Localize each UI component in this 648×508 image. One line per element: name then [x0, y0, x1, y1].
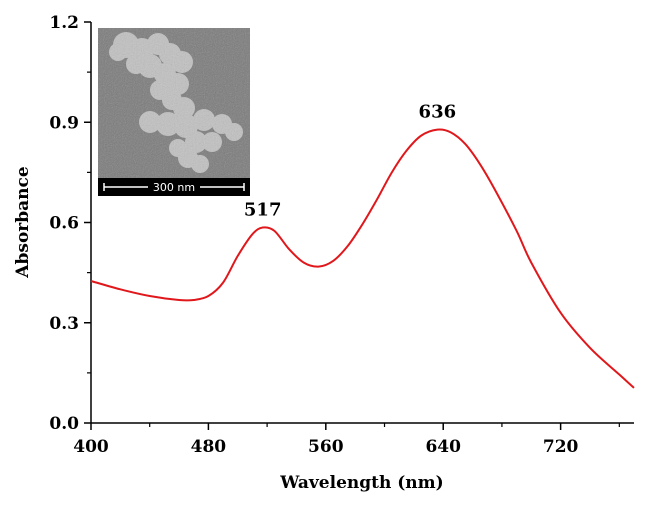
- y-axis-title: Absorbance: [13, 166, 33, 279]
- peak-label: 517: [244, 200, 282, 221]
- peak-annotations: 517 636: [244, 102, 456, 221]
- x-axis-ticks: [90, 423, 620, 430]
- peak-label: 636: [419, 102, 457, 123]
- absorbance-line: [90, 128, 635, 389]
- x-tick-label: 640: [425, 437, 461, 457]
- y-tick-label: 0.9: [49, 113, 79, 133]
- x-tick-label: 720: [543, 437, 579, 457]
- y-axis-ticks: [84, 21, 91, 424]
- scale-bar-label: 300 nm: [153, 181, 195, 194]
- x-axis-tick-labels: 400 480 560 640 720: [73, 437, 578, 457]
- x-tick-label: 400: [73, 437, 109, 457]
- y-axis-tick-labels: 0.0 0.3 0.6 0.9 1.2: [49, 13, 79, 434]
- x-axis-title: Wavelength (nm): [279, 473, 443, 493]
- y-tick-label: 1.2: [49, 13, 79, 33]
- x-tick-label: 560: [308, 437, 344, 457]
- x-tick-label: 480: [191, 437, 227, 457]
- y-tick-label: 0.3: [49, 314, 79, 334]
- y-tick-label: 0.6: [49, 214, 79, 234]
- y-tick-label: 0.0: [49, 414, 79, 434]
- sem-inset-image: [98, 28, 250, 196]
